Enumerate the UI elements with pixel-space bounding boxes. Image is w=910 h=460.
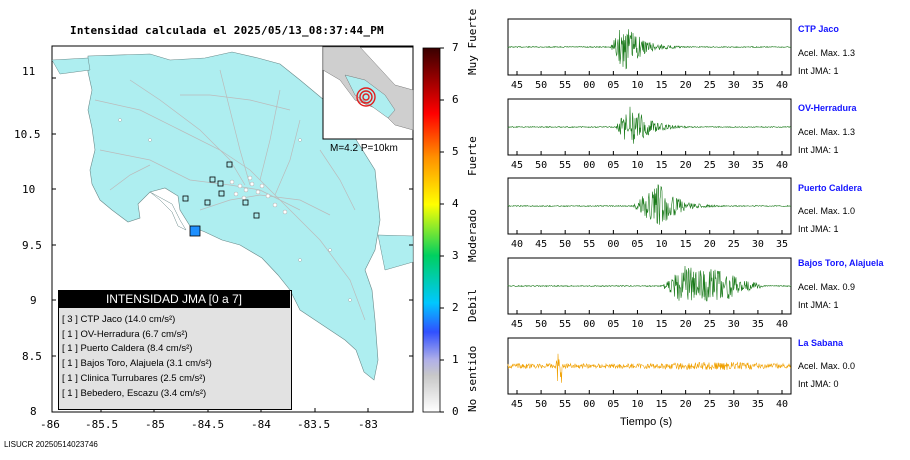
legend-item: [ 1 ] Puerto Caldera (8.4 cm/s²) — [62, 343, 193, 355]
epicenter-icon — [356, 87, 376, 107]
station-name: La Sabana — [798, 338, 844, 348]
legend-header: INTENSIDAD JMA [0 a 7] — [58, 290, 290, 308]
inset-magnitude-label: M=4.2 P=10km — [330, 143, 398, 154]
colorbar-tick: 0 — [452, 405, 459, 418]
intensity-legend — [58, 290, 292, 410]
legend-item: [ 1 ] OV-Herradura (6.7 cm/s²) — [62, 328, 188, 340]
map-y-tick: 9 — [30, 294, 37, 307]
colorbar-category: Fuerte — [466, 136, 479, 176]
colorbar-tick: 3 — [452, 249, 459, 262]
time-axis-label: Tiempo (s) — [620, 416, 673, 428]
footer-id: LISUCR 20250514023746 — [4, 440, 98, 449]
map-y-tick: 8 — [30, 405, 37, 418]
colorbar-category: Muy Fuerte — [466, 8, 479, 75]
map-x-tick: -84.5 — [191, 418, 225, 431]
map-x-tick: -83.5 — [297, 418, 331, 431]
station-name: OV-Herradura — [798, 103, 857, 113]
station-info: Acel. Max. 1.3 Int JMA: 1 — [798, 127, 856, 155]
legend-items: [ 3 ] CTP Jaco (14.0 cm/s²) [ 1 ] OV-Her… — [62, 313, 212, 401]
map-y-tick: 10.5 — [14, 128, 41, 141]
station-info: Acel. Max. 0.0 Int JMA: 0 — [798, 361, 856, 389]
station-info: Acel. Max. 1.0 Int JMA: 1 — [798, 206, 856, 234]
station-name: Puerto Caldera — [798, 183, 863, 193]
colorbar-category: No sentido — [466, 345, 479, 412]
map-title: Intensidad calculada el 2025/05/13_08:37… — [70, 24, 384, 37]
colorbar-tick: 4 — [452, 197, 459, 210]
station-info: Acel. Max. 0.9 Int JMA: 1 — [798, 282, 856, 310]
colorbar-category: Debil — [466, 288, 479, 322]
legend-item: [ 3 ] CTP Jaco (14.0 cm/s²) — [62, 314, 176, 325]
station-name: CTP Jaco — [798, 24, 839, 34]
colorbar-tick: 7 — [452, 41, 459, 54]
legend-item: [ 1 ] Clinica Turrubares (2.5 cm/s²) — [62, 372, 206, 384]
legend-item: [ 1 ] Bebedero, Escazu (3.4 cm/s²) — [62, 387, 207, 399]
map-x-tick: -85 — [145, 418, 165, 431]
map-y-tick: 8.5 — [22, 350, 42, 363]
map-y-tick: 10 — [22, 183, 36, 196]
map-x-tick: -85.5 — [85, 418, 119, 431]
map-x-tick: -84 — [251, 418, 271, 431]
legend-item: [ 1 ] Bajos Toro, Alajuela (3.1 cm/s²) — [62, 358, 212, 370]
map-y-tick: 9.5 — [22, 239, 42, 252]
station-ctp-jaco-marker — [189, 225, 201, 237]
colorbar-tick: 1 — [452, 353, 459, 366]
colorbar-category: Moderado — [466, 209, 479, 262]
colorbar — [422, 47, 441, 413]
colorbar-tick: 5 — [452, 145, 459, 158]
colorbar-tick: 6 — [452, 93, 459, 106]
colorbar-tick: 2 — [452, 301, 459, 314]
station-info: Acel. Max. 1.3 Int JMA: 1 — [798, 48, 856, 76]
map-x-tick: -83 — [358, 418, 378, 431]
station-name: Bajos Toro, Alajuela — [798, 258, 884, 268]
map-x-tick: -86 — [40, 418, 60, 431]
